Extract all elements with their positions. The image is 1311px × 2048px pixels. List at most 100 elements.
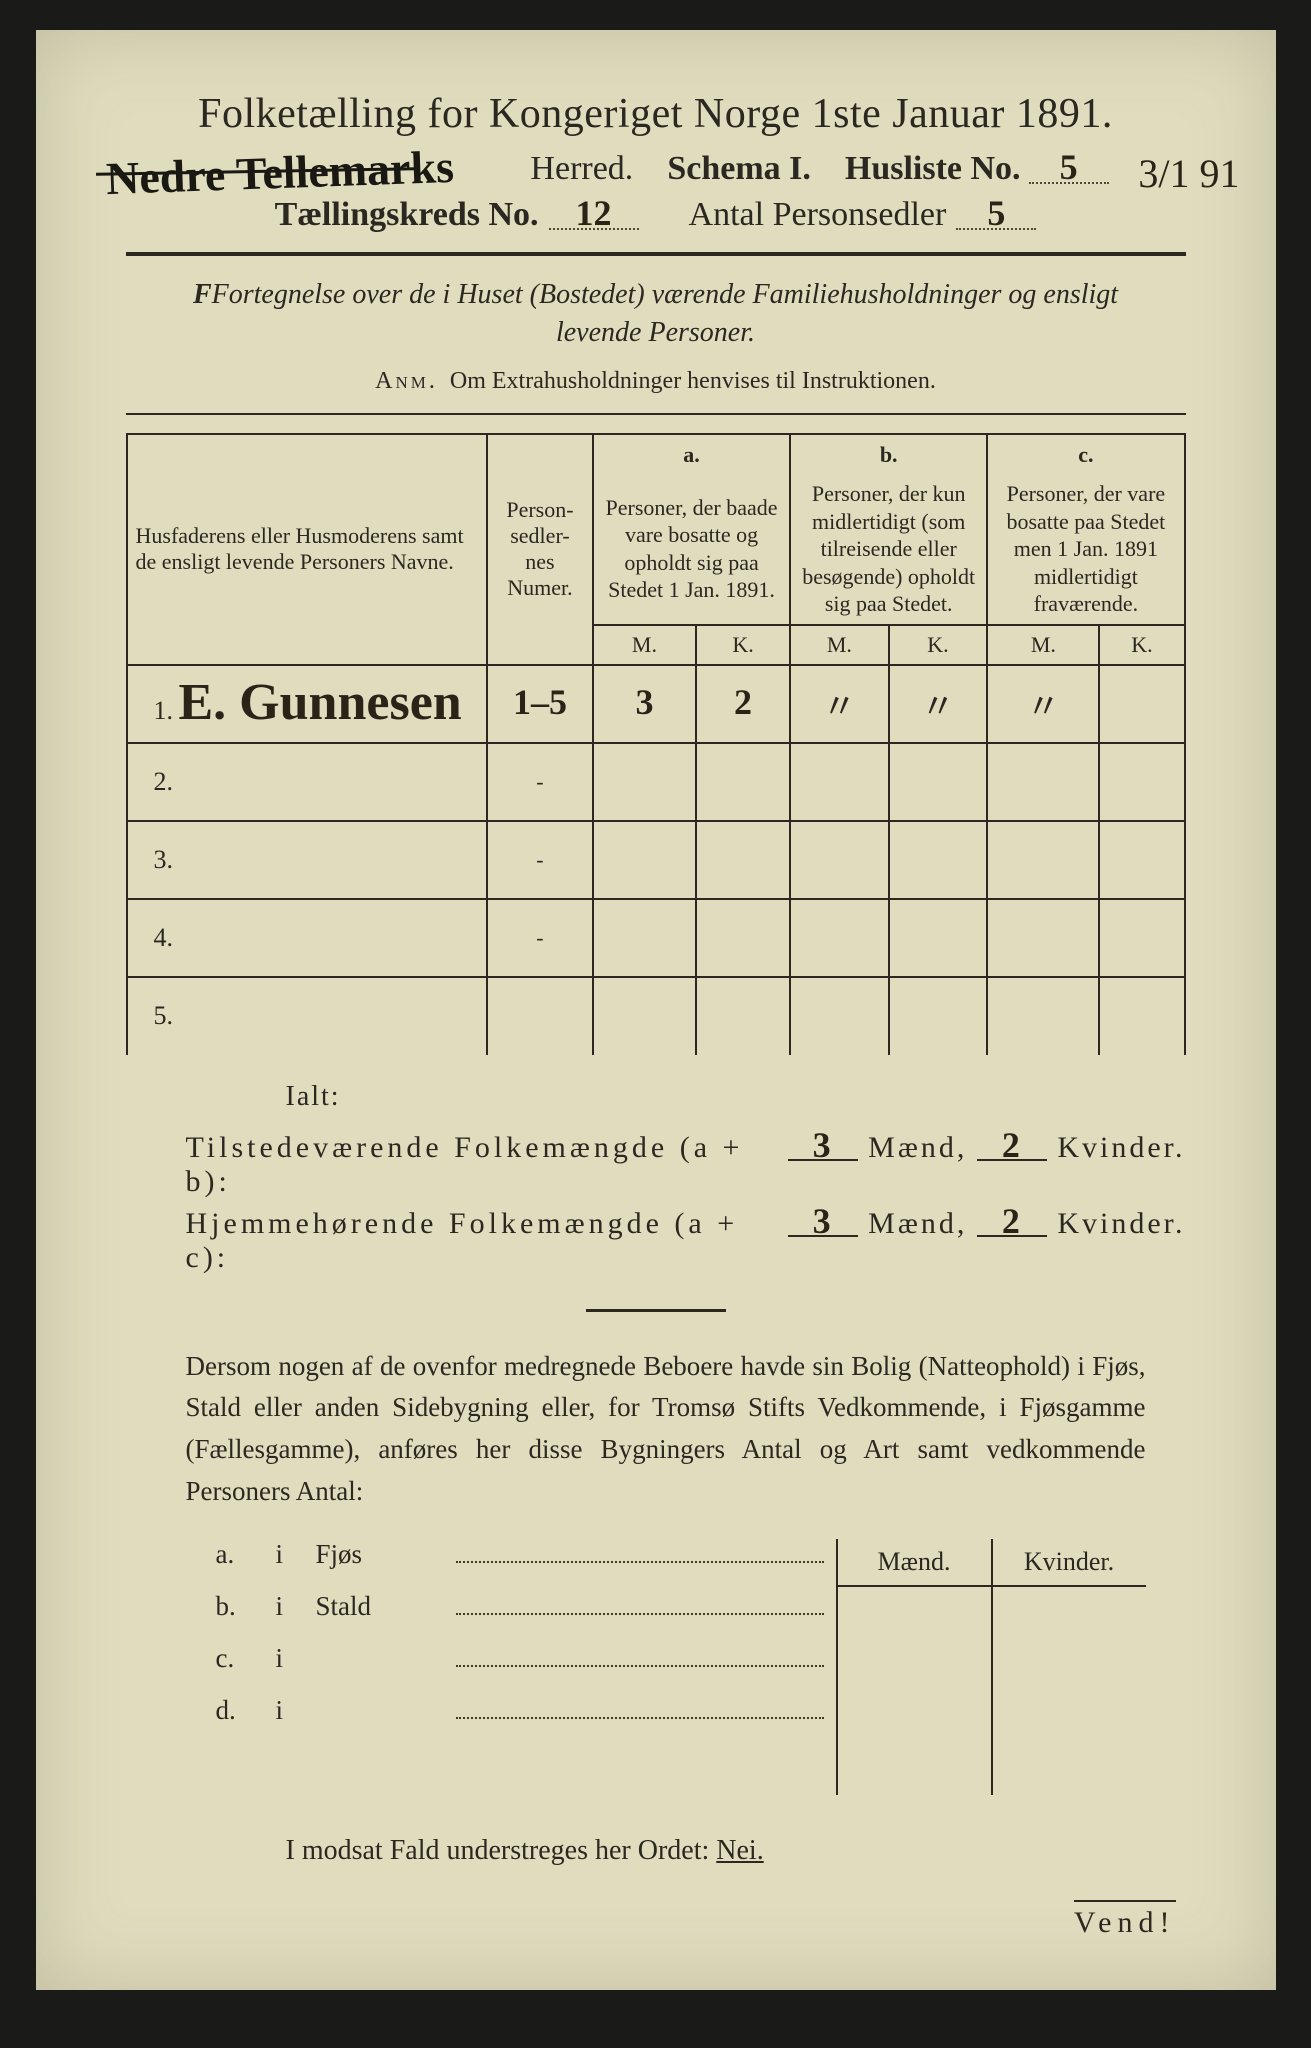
tot2-m: 3 [788,1207,858,1238]
cell-val [593,743,696,821]
cell-val [593,899,696,977]
th-c: Personer, der vare bosatte paa Stedet me… [987,474,1184,625]
tot1-k: 2 [977,1131,1047,1162]
out-kvinder: Kvinder. [993,1539,1146,1585]
th-b-m: M. [790,625,889,665]
table-row: 2. - [127,743,1185,821]
cell-num: - [487,899,593,977]
census-form-page: Nedre Tellemarks 3/1 91 Folketælling for… [36,30,1276,1990]
cell-val [987,821,1099,899]
nei-line: I modsat Fald understreges her Ordet: Ne… [286,1835,1186,1867]
cell-val: 3 [593,665,696,743]
cell-val [889,899,988,977]
out-maend: Mænd. [838,1539,993,1585]
antal-val: 5 [956,199,1036,230]
tot2-mlbl: Mænd, [868,1207,967,1241]
cell-val: 2 [696,665,790,743]
tot2-label: Hjemmehørende Folkemængde (a + c): [186,1207,779,1275]
cell-val: 〃 [889,665,988,743]
cell-val [790,743,889,821]
table-row: 3. - [127,821,1185,899]
total-present: Tilstedeværende Folkemængde (a + b): 3 M… [186,1131,1186,1199]
tot1-label: Tilstedeværende Folkemængde (a + b): [186,1131,779,1199]
cell-val: 〃 [790,665,889,743]
outbuilding-row: b.iStald [216,1591,836,1643]
anm-lead: Anm. [375,368,438,394]
husliste-label: Husliste No. [845,150,1021,188]
cell-name: 2. [127,743,487,821]
th-b-top: b. [790,434,987,475]
total-resident: Hjemmehørende Folkemængde (a + c): 3 Mæn… [186,1207,1186,1275]
kreds-label: Tællingskreds No. [275,196,539,234]
cell-name: 1. E. Gunnesen [127,665,487,743]
cell-num: 1–5 [487,665,593,743]
cell-val [889,743,988,821]
cell-num: - [487,743,593,821]
nei-word: Nei. [716,1835,763,1866]
th-b: Personer, der kun midlertidigt (som tilr… [790,474,987,625]
cell-val [987,977,1099,1055]
cell-num [487,977,593,1055]
cell-val [696,899,790,977]
cell-val [889,821,988,899]
cell-val [696,743,790,821]
th-a-k: K. [696,625,790,665]
table-row: 4. - [127,899,1185,977]
antal-label: Antal Personsedler [689,196,947,234]
ialt-label: Ialt: [286,1081,1186,1113]
th-name: Husfaderens eller Husmoderens samt de en… [127,434,487,665]
tot2-klbl: Kvinder. [1057,1207,1185,1241]
cell-val [1099,899,1184,977]
anm-line: Anm. Om Extrahusholdninger henvises til … [126,368,1186,395]
margin-date: 3/1 91 [1138,150,1239,197]
cell-name: 5. [127,977,487,1055]
th-a: Personer, der baade vare bosatte og opho… [593,474,790,625]
page-title: Folketælling for Kongeriget Norge 1ste J… [126,90,1186,138]
herred-label: Herred. [530,150,633,188]
cell-val [790,899,889,977]
tot2-k: 2 [977,1207,1047,1238]
tot1-mlbl: Mænd, [868,1131,967,1165]
th-c-m: M. [987,625,1099,665]
cell-val: 〃 [987,665,1099,743]
kreds-line: Tællingskreds No. 12 Antal Personsedler … [126,196,1186,234]
th-a-top: a. [593,434,790,475]
cell-val [593,821,696,899]
cell-val [790,977,889,1055]
outbuilding-list: a.iFjøsb.iStaldc.id.i [216,1539,836,1795]
tot1-m: 3 [788,1131,858,1162]
th-b-k: K. [889,625,988,665]
cell-num: - [487,821,593,899]
cell-val [1099,977,1184,1055]
cell-val [987,743,1099,821]
th-num: Person-sedler-nes Numer. [487,434,593,665]
desc-text: Fortegnelse over de i Huset (Bostedet) v… [212,279,1118,348]
rule-2 [126,413,1186,415]
cell-val [889,977,988,1055]
outbuilding-row: c.i [216,1643,836,1695]
cell-val [987,899,1099,977]
th-a-m: M. [593,625,696,665]
th-c-top: c. [987,434,1184,475]
schema-label: Schema I. [667,150,811,188]
cell-val [696,821,790,899]
cell-val [1099,665,1184,743]
cell-val [1099,821,1184,899]
outbuilding-counts: Mænd. Kvinder. [836,1539,1146,1795]
out-m-cell [838,1587,993,1795]
rule-1 [126,252,1186,256]
outbuilding-row: a.iFjøs [216,1539,836,1591]
cell-val [696,977,790,1055]
th-c-k: K. [1099,625,1184,665]
cell-val [790,821,889,899]
description: FFortegnelse over de i Huset (Bostedet) … [186,276,1126,352]
cell-val [1099,743,1184,821]
husliste-no: 5 [1029,153,1109,184]
nei-pre: I modsat Fald understreges her Ordet: [286,1835,717,1866]
cell-name: 3. [127,821,487,899]
kreds-no: 12 [549,199,639,230]
outbuilding-paragraph: Dersom nogen af de ovenfor medregnede Be… [186,1346,1146,1513]
anm-text: Om Extrahusholdninger henvises til Instr… [450,368,936,394]
tot1-klbl: Kvinder. [1057,1131,1185,1165]
table-row: 5. [127,977,1185,1055]
